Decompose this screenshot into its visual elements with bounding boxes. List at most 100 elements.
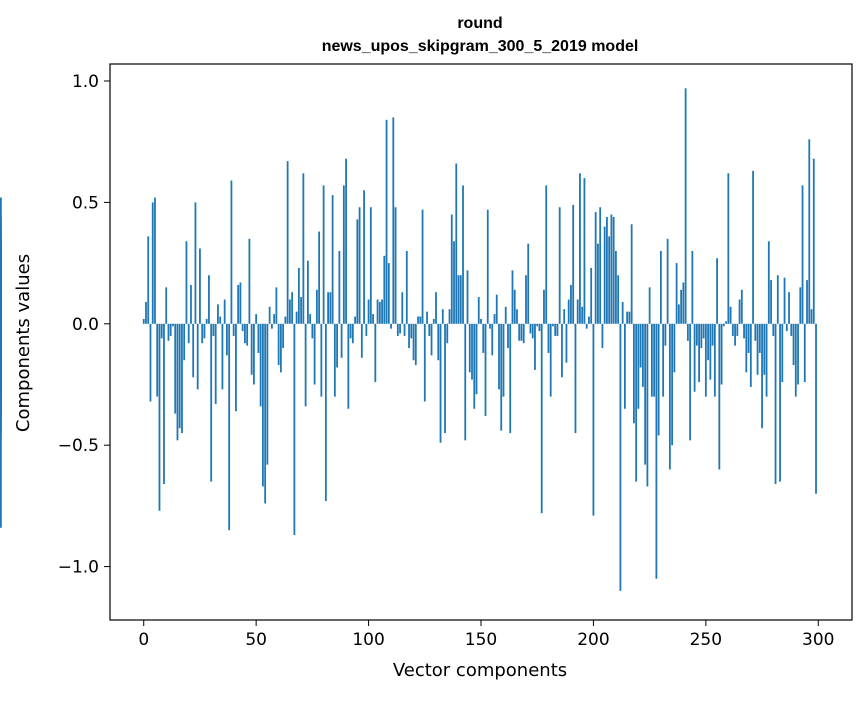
bar bbox=[284, 316, 287, 324]
bar bbox=[725, 321, 727, 324]
bar bbox=[394, 207, 397, 324]
bar bbox=[693, 323, 696, 392]
bar bbox=[288, 299, 291, 324]
bar bbox=[668, 323, 671, 470]
bar bbox=[545, 185, 548, 324]
bar bbox=[749, 323, 752, 387]
bar bbox=[718, 323, 721, 470]
bar bbox=[615, 250, 617, 324]
bar bbox=[709, 323, 712, 380]
bar bbox=[756, 323, 759, 375]
bar bbox=[336, 323, 338, 368]
bar bbox=[558, 207, 561, 324]
bar bbox=[740, 289, 743, 324]
bar bbox=[495, 294, 498, 324]
bar bbox=[626, 311, 629, 324]
bar bbox=[381, 299, 383, 324]
bar bbox=[219, 316, 222, 324]
bar bbox=[324, 323, 327, 502]
bar bbox=[257, 323, 260, 353]
bar bbox=[662, 323, 665, 397]
bar bbox=[154, 197, 156, 324]
bar bbox=[223, 299, 226, 324]
bar bbox=[444, 323, 446, 434]
bar bbox=[646, 323, 649, 487]
bar bbox=[689, 323, 692, 441]
bar bbox=[707, 323, 709, 361]
bar bbox=[453, 241, 455, 324]
bar bbox=[794, 323, 797, 397]
bar bbox=[608, 236, 611, 324]
bar bbox=[230, 180, 233, 324]
bar bbox=[633, 323, 635, 424]
bar bbox=[338, 250, 341, 324]
bar bbox=[549, 323, 552, 397]
bar bbox=[567, 299, 570, 324]
y-tick-label: −1.0 bbox=[58, 558, 99, 578]
bar bbox=[810, 309, 813, 324]
bar bbox=[259, 323, 262, 407]
bar bbox=[704, 323, 707, 397]
bar bbox=[396, 323, 399, 336]
bar bbox=[169, 323, 172, 336]
x-tick-label: 300 bbox=[802, 630, 834, 650]
bar bbox=[221, 323, 224, 390]
bar bbox=[612, 216, 615, 324]
bar bbox=[145, 301, 147, 324]
bar bbox=[282, 323, 285, 349]
bar bbox=[711, 323, 714, 346]
bar bbox=[790, 323, 793, 336]
bar bbox=[0, 323, 2, 392]
bar bbox=[345, 158, 347, 324]
bar bbox=[754, 323, 757, 341]
bar bbox=[758, 323, 761, 353]
bar bbox=[592, 323, 595, 516]
bar bbox=[695, 323, 698, 346]
bar bbox=[253, 323, 255, 385]
bar bbox=[763, 323, 766, 375]
bar bbox=[579, 173, 581, 324]
bar bbox=[655, 323, 658, 579]
bar bbox=[576, 299, 579, 324]
bar bbox=[237, 284, 240, 324]
bar bbox=[275, 287, 278, 324]
bar bbox=[390, 323, 392, 329]
bar bbox=[493, 314, 496, 324]
bar bbox=[457, 275, 460, 324]
y-tick-label: 0.5 bbox=[72, 193, 99, 213]
bar bbox=[432, 318, 435, 324]
bar bbox=[262, 323, 264, 487]
bar bbox=[772, 323, 775, 336]
bar bbox=[226, 323, 228, 356]
bar bbox=[412, 323, 415, 361]
bar bbox=[192, 323, 195, 378]
bar bbox=[333, 323, 336, 397]
bar bbox=[581, 306, 584, 324]
bar bbox=[650, 323, 653, 397]
bar bbox=[270, 323, 273, 329]
bar bbox=[194, 202, 197, 324]
bar bbox=[408, 323, 410, 349]
bar bbox=[781, 323, 784, 383]
bar bbox=[232, 323, 235, 336]
bar bbox=[677, 304, 680, 324]
bar bbox=[691, 250, 694, 324]
bar bbox=[205, 318, 208, 324]
bar bbox=[653, 323, 656, 397]
bar bbox=[142, 318, 145, 324]
y-tick-label: 0.0 bbox=[72, 315, 99, 335]
bar bbox=[151, 202, 154, 324]
bar bbox=[525, 275, 527, 324]
bar bbox=[729, 306, 732, 324]
bar bbox=[722, 323, 725, 327]
bar bbox=[554, 323, 557, 336]
bar bbox=[435, 292, 437, 324]
bar bbox=[392, 117, 395, 324]
bar bbox=[590, 267, 593, 324]
bar bbox=[228, 323, 231, 531]
bar bbox=[630, 224, 633, 324]
bar bbox=[464, 323, 467, 441]
bar bbox=[183, 323, 186, 361]
bar bbox=[498, 323, 500, 390]
